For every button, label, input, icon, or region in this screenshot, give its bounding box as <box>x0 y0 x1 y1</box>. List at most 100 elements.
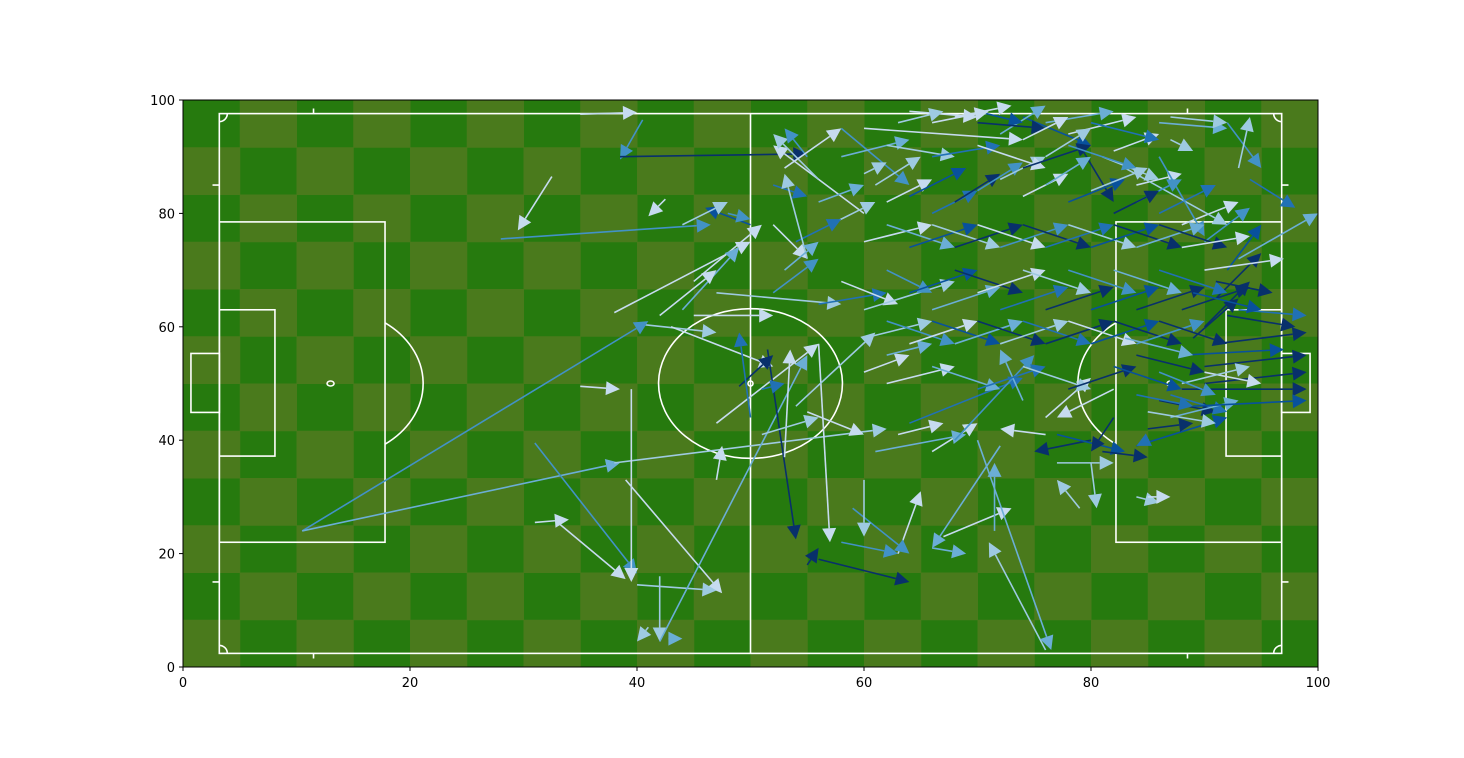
pass-arrow-head <box>916 221 933 235</box>
pass-arrow-head <box>803 241 819 257</box>
pass-arrow-head <box>825 219 842 232</box>
pass-arrow-shaft <box>875 436 953 453</box>
pass-arrow-shaft <box>715 351 809 424</box>
pass-arrow-head <box>928 107 944 122</box>
pass-arrow-head <box>1120 281 1137 295</box>
corner-arc <box>1272 113 1282 123</box>
pass-arrow-shaft <box>886 269 920 288</box>
pass-arrow-shaft <box>557 521 616 571</box>
pass-arrow-head <box>1008 131 1023 146</box>
pass-arrow-shaft <box>1204 371 1248 382</box>
pass-arrow-head <box>610 564 626 580</box>
pitch-stripe <box>239 383 297 432</box>
pass-arrow-head <box>1247 224 1262 241</box>
pass-arrow-shaft <box>886 184 920 203</box>
pass-arrow-shaft <box>613 247 739 314</box>
pitch-stripe <box>580 289 638 337</box>
centre-spot <box>747 380 754 387</box>
pitch-stripe <box>864 241 922 290</box>
pass-arrows <box>301 101 1318 651</box>
pass-arrow-shaft <box>1192 292 1248 308</box>
y-tick-label: 80 <box>158 207 175 222</box>
pitch-stripe <box>1261 572 1319 621</box>
pitch-stripe <box>296 241 354 290</box>
pass-arrow-head <box>1007 222 1023 236</box>
pass-arrow-shaft <box>999 290 1056 311</box>
pass-arrow-shaft <box>1045 290 1101 311</box>
pass-arrow-head <box>746 224 762 240</box>
pitch-stripe <box>296 619 354 668</box>
pitch-stripe <box>1091 525 1149 573</box>
pitch-stripe <box>183 336 241 384</box>
x-tick-label: 0 <box>179 676 187 691</box>
pass-arrow-head <box>1143 167 1160 181</box>
pass-arrow-head <box>1156 489 1171 504</box>
pass-arrow-head <box>871 162 887 175</box>
pass-arrow-head <box>1222 200 1239 214</box>
pass-arrow-head <box>1200 383 1216 397</box>
pass-arrow-head <box>1246 373 1262 388</box>
pass-arrow-shaft <box>1045 163 1080 186</box>
pass-arrow-head <box>803 343 819 358</box>
pass-arrow-head <box>734 332 748 348</box>
pass-arrow-head <box>894 539 910 554</box>
pass-arrow-head <box>696 218 711 233</box>
pitch-stripe <box>693 478 751 526</box>
pass-arrow-shaft <box>1136 354 1192 370</box>
pass-arrow-head <box>1143 129 1160 144</box>
pass-arrow-shaft <box>740 346 752 418</box>
pass-arrow-head <box>894 170 910 186</box>
pass-arrow-shaft <box>977 273 1033 294</box>
pass-arrow-head <box>1234 231 1250 246</box>
pass-arrow-shaft <box>1204 215 1240 243</box>
pass-arrow-shaft <box>1204 355 1293 368</box>
pass-arrow-shaft <box>1158 371 1204 391</box>
pass-arrow-head <box>1166 332 1182 347</box>
pass-arrow-shaft <box>994 554 1047 651</box>
pitch-stripe <box>580 478 638 526</box>
pitch-stripe <box>750 525 808 573</box>
pass-arrow-shaft <box>1022 365 1078 386</box>
pitch-stripe <box>977 430 1035 479</box>
pass-arrow-head <box>1040 634 1054 650</box>
pass-arrow-head <box>1143 492 1160 506</box>
pitch-stripe <box>920 194 978 243</box>
pass-arrow-shaft <box>1159 121 1214 128</box>
pass-arrow-head <box>605 381 620 396</box>
pass-arrow-shaft <box>626 119 644 148</box>
pass-arrow-shaft <box>863 323 919 339</box>
pass-arrow-head <box>1120 156 1137 171</box>
pass-arrow-shaft <box>1203 290 1241 328</box>
pass-arrow-shaft <box>1147 411 1203 422</box>
pitch-stripe <box>296 336 354 384</box>
pass-arrow-head <box>871 423 887 438</box>
pass-arrow-head <box>1200 413 1216 428</box>
pass-arrow-head <box>1178 396 1194 411</box>
pitch-stripe <box>693 100 751 148</box>
pass-arrow-head <box>857 522 871 537</box>
pass-arrow-shaft <box>1090 121 1146 138</box>
pass-arrow-head <box>1109 441 1126 455</box>
pass-arrow-shaft <box>1090 290 1147 311</box>
pass-arrow-shaft <box>738 364 764 387</box>
pass-arrow-shaft <box>863 359 897 373</box>
pass-arrow-head <box>554 513 569 528</box>
pass-arrow-shaft <box>1170 403 1226 419</box>
y-tick-label: 20 <box>158 548 175 563</box>
pass-arrow-shaft <box>806 411 852 431</box>
pitch-stripe <box>466 100 524 148</box>
pass-arrow-head <box>1056 479 1072 496</box>
pass-arrow-head <box>1211 211 1228 225</box>
pass-arrow-head <box>1211 236 1228 250</box>
pass-arrow-head <box>632 321 649 335</box>
pass-arrow-shaft <box>818 189 852 203</box>
pitch-stripe <box>637 336 695 384</box>
pitch-stripe <box>410 619 468 668</box>
pass-arrow-shaft <box>580 112 624 115</box>
x-axis: 0 20 40 60 80 100 <box>179 667 1330 691</box>
pass-arrow-head <box>1292 382 1307 397</box>
pass-arrow-shaft <box>1045 112 1101 124</box>
pass-arrow-shaft <box>715 459 721 481</box>
pass-arrow-shaft <box>1204 259 1271 271</box>
pitch-stripe <box>1204 430 1262 479</box>
